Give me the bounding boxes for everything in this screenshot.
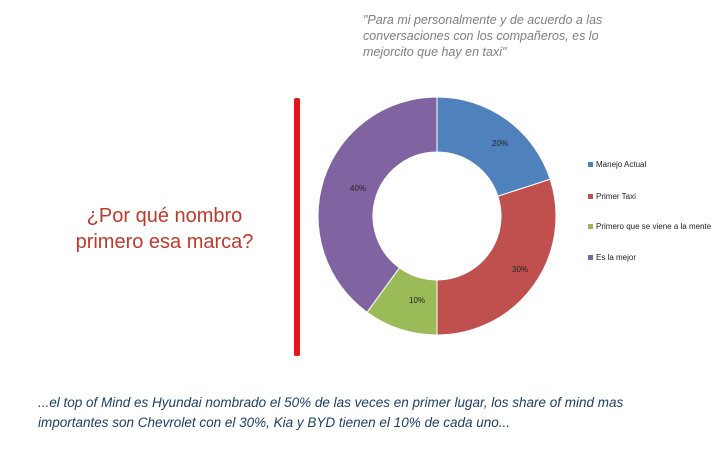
red-divider-bar (294, 98, 300, 356)
quote-text: "Para mi personalmente y de acuerdo a la… (363, 13, 603, 59)
donut-slice-1 (436, 178, 557, 336)
legend-swatch-0 (588, 162, 593, 167)
legend-label-3: Es la mejor (596, 253, 637, 262)
legend-label-2: Primero que se viene a la mente (596, 222, 712, 231)
data-label-3: 40% (350, 184, 366, 193)
data-label-0: 20% (492, 139, 508, 148)
legend-swatch-3 (588, 255, 593, 260)
legend-label-1: Primer Taxi (596, 192, 636, 201)
legend-item-1: Primer Taxi (588, 192, 713, 202)
data-label-2: 10% (409, 296, 425, 305)
donut-chart: 20% 30% 10% 40% (317, 96, 557, 336)
donut-slice-3 (317, 96, 438, 313)
legend-swatch-1 (588, 194, 593, 199)
legend-item-2: Primero que se viene a la mente (588, 222, 713, 232)
legend-swatch-2 (588, 224, 593, 229)
question-heading: ¿Por qué nombro primero esa marca? (75, 205, 254, 253)
legend-item-0: Manejo Actual (588, 160, 713, 170)
data-label-1: 30% (512, 265, 528, 274)
legend-item-3: Es la mejor (588, 253, 713, 263)
legend-label-0: Manejo Actual (596, 160, 647, 169)
conclusion-text: ...el top of Mind es Hyundai nombrado el… (38, 395, 624, 430)
